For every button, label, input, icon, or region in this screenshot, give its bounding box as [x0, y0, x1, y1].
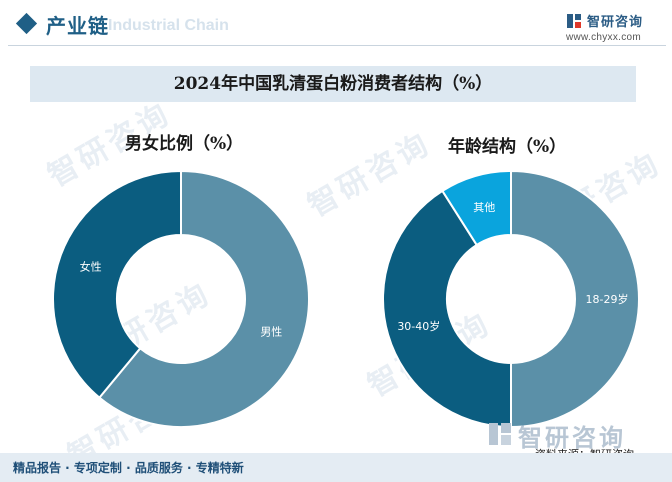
- gender-slice-label-1: 女性: [80, 259, 102, 273]
- chart-title: 2024年中国乳清蛋白粉消费者结构（%）: [173, 74, 493, 94]
- page-header: Industrial Chain 产业链 智研咨询 www.chyxx.com: [0, 0, 672, 52]
- gender-slice-0: [98, 169, 310, 428]
- age-chart-title: 年龄结构（%）: [448, 137, 567, 157]
- header-subtitle: Industrial Chain: [108, 17, 229, 34]
- age-slice-2: [441, 169, 512, 247]
- footer-bar: 精品报告 · 专项定制 · 品质服务 · 专精特新: [0, 453, 672, 482]
- brand-mark-icon: [489, 423, 511, 445]
- gender-slice-label-0: 男性: [260, 325, 282, 339]
- watermark-brand-name: 智研咨询: [518, 424, 626, 452]
- header-title: 产业链: [46, 14, 109, 38]
- brand-mark-icon: [567, 14, 581, 28]
- age-slice-label-1: 30-40岁: [397, 319, 440, 333]
- brand-name: 智研咨询: [587, 15, 644, 30]
- brand-logo: 智研咨询 www.chyxx.com: [566, 11, 656, 45]
- age-slice-label-0: 18-29岁: [586, 292, 629, 306]
- footer-tagline: 精品报告 · 专项定制 · 品质服务 · 专精特新: [13, 461, 244, 475]
- age-slice-1: [382, 189, 512, 429]
- gender-chart-title: 男女比例（%）: [125, 134, 244, 154]
- age-slice-label-2: 其他: [473, 201, 495, 214]
- age-slice-0: [510, 169, 640, 429]
- brand-url: www.chyxx.com: [566, 32, 642, 43]
- header-divider: [8, 45, 666, 46]
- gender-slice-1: [52, 169, 182, 400]
- watermark-brand: 智研咨询: [488, 418, 663, 452]
- chart-title-bar: 2024年中国乳清蛋白粉消费者结构（%）: [30, 66, 636, 102]
